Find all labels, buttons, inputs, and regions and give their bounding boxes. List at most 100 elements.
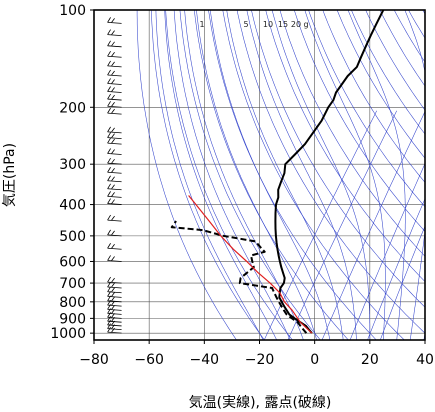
temperature-line: [274, 10, 385, 334]
wind-barb-feather: [107, 107, 111, 114]
wind-barb-feather: [111, 176, 115, 181]
wind-barb-feather: [107, 29, 111, 35]
wind-barb-feather: [111, 292, 115, 297]
wind-barb-feather: [107, 276, 111, 283]
wind-barb-shaft: [107, 320, 122, 323]
wind-barb: [107, 286, 122, 294]
dry-adiabat: [279, 10, 425, 257]
wind-barb-shaft: [107, 55, 122, 58]
moist-adiabat: [347, 10, 406, 340]
wind-barb-feather: [111, 199, 115, 204]
wind-barb-feather: [107, 126, 111, 133]
dry-adiabat: [265, 10, 425, 282]
wind-barb-feather: [111, 70, 115, 76]
x-tick-label: −80: [79, 352, 109, 368]
thermodynamic-reference-lines: [136, 10, 425, 340]
moist-adiabat: [226, 10, 344, 340]
y-tick-label: 600: [59, 254, 86, 270]
wind-barb-shaft: [107, 203, 122, 205]
wind-barb-shaft: [107, 137, 122, 139]
wind-barb-shaft: [107, 98, 122, 101]
wind-barb-feather: [107, 316, 111, 322]
wind-barb-feather: [107, 167, 111, 173]
wind-barb: [107, 51, 122, 58]
wind-barb-feather: [111, 287, 115, 293]
moist-adiabat: [404, 10, 425, 340]
wind-barb-feather: [111, 94, 115, 100]
wind-barb: [107, 137, 122, 145]
wind-barb: [107, 243, 122, 250]
wind-barb-shaft: [107, 324, 122, 327]
wind-barb-shaft: [107, 112, 122, 115]
wind-barb: [107, 157, 122, 165]
wind-barb-feather: [107, 157, 111, 164]
wind-barb-feather: [111, 138, 115, 144]
moist-adiabat: [173, 10, 291, 340]
dry-adiabat: [322, 10, 425, 183]
wind-barb-feather: [111, 51, 115, 57]
wind-barb-shaft: [107, 142, 122, 145]
dry-adiabat: [365, 10, 425, 111]
wind-barb: [107, 78, 122, 85]
dry-adiabat: [151, 10, 265, 340]
wind-barb: [107, 17, 122, 24]
x-tick-label: 40: [416, 352, 434, 368]
wind-barb: [107, 198, 122, 205]
dry-adiabat: [179, 10, 321, 340]
wind-barb-feather: [111, 79, 115, 84]
wind-barb: [107, 255, 122, 262]
mixing-ratio-label: 1: [199, 20, 204, 29]
wind-barb-shaft: [107, 162, 122, 165]
wind-barb-shaft: [107, 153, 122, 155]
y-tick-label: 100: [59, 3, 86, 19]
wind-barb-feather: [111, 282, 115, 288]
wind-barb-feather: [107, 214, 111, 221]
wind-barb: [107, 167, 122, 174]
wind-barb-shaft: [107, 83, 122, 85]
dry-adiabat: [236, 10, 425, 334]
wind-barb-feather: [107, 243, 111, 249]
dewpoint-line: [170, 220, 308, 334]
wind-barb-feather: [107, 175, 111, 181]
x-tick-label: −20: [245, 352, 275, 368]
wind-barb: [107, 69, 122, 77]
mixing-ratio-label: g: [303, 20, 308, 29]
wind-barb: [107, 191, 122, 198]
dry-adiabat: [136, 10, 237, 340]
y-tick-label: 700: [59, 276, 86, 292]
wind-barb-shaft: [107, 300, 122, 303]
wind-barb-shaft: [107, 328, 122, 330]
y-tick-label: 500: [59, 229, 86, 245]
mixing-ratio-line: [321, 110, 425, 340]
x-tick-label: 0: [310, 352, 319, 368]
wind-barb-feather: [111, 61, 115, 67]
wind-barb-shaft: [107, 131, 122, 134]
wind-barb: [107, 276, 122, 284]
dry-adiabat: [293, 10, 425, 232]
wind-barb-shaft: [107, 65, 122, 68]
wind-barb-feather: [107, 198, 111, 204]
wind-barb-shaft: [107, 260, 122, 262]
wind-barb-shaft: [107, 308, 122, 311]
wind-barb-feather: [111, 184, 115, 190]
y-axis-label: 気圧(hPa): [2, 143, 18, 207]
wind-barb-feather: [107, 255, 111, 261]
wind-barb-feather: [111, 127, 115, 133]
dry-adiabat: [251, 10, 425, 308]
wind-barb-shaft: [107, 247, 122, 250]
wind-barb-shaft: [107, 286, 122, 289]
wind-barb-feather: [107, 183, 111, 189]
mixing-ratio-line: [349, 162, 425, 340]
wind-barb-feather: [107, 60, 111, 67]
dry-adiabat: [308, 10, 425, 208]
wind-barb-feather: [107, 51, 111, 57]
wind-barb: [107, 86, 122, 93]
wind-barb-shaft: [107, 304, 122, 307]
wind-barb-feather: [111, 133, 115, 138]
wind-barb-feather: [107, 148, 111, 154]
moist-adiabat: [164, 10, 277, 340]
wind-barb-shaft: [107, 291, 122, 294]
wind-barb-feather: [111, 108, 115, 114]
